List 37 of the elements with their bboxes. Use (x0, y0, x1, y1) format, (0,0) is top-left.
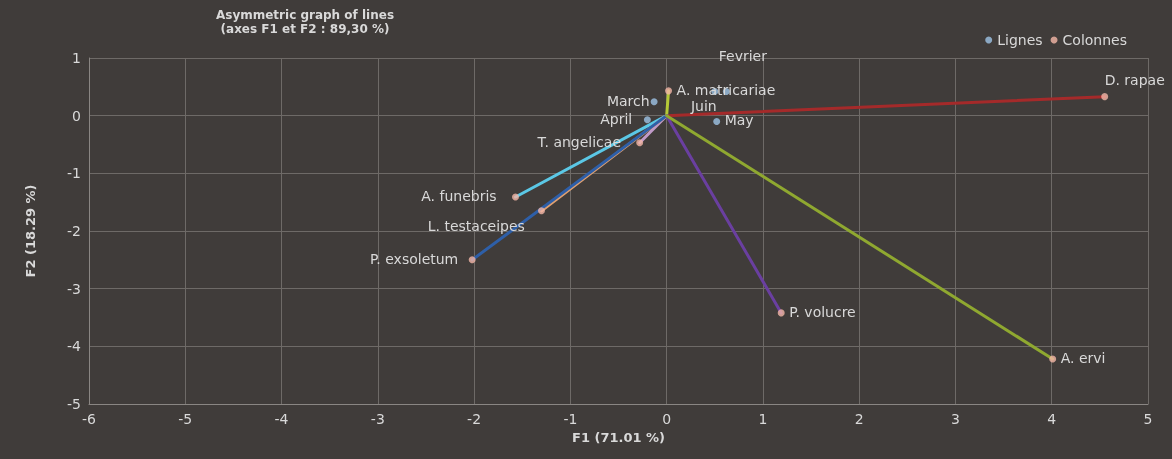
annotation: Juin (689, 98, 717, 115)
y-tick-label: -2 (67, 223, 81, 239)
x-tick-label: 5 (1143, 411, 1153, 427)
x-tick-label: -2 (467, 411, 482, 427)
annotation: A. matricariae (676, 81, 776, 98)
x-tick-label: -4 (274, 411, 289, 427)
annotation: Fevrier (718, 48, 768, 65)
chart-title: Asymmetric graph of lines (215, 8, 395, 22)
y-tick-label: -3 (67, 280, 81, 297)
annotation: A. ervi (1060, 350, 1106, 367)
annotation: A. funebris (421, 187, 497, 204)
annotation: P. exsoletum (370, 250, 459, 267)
x-tick-label: -5 (178, 411, 193, 427)
annotation: P. volucre (789, 303, 856, 320)
y-axis-title: F2 (18.29 %) (23, 184, 38, 278)
annotation: March (606, 92, 650, 109)
x-tick-label: 1 (758, 411, 768, 427)
x-tick-label: -6 (82, 411, 97, 427)
annotation: April (600, 110, 633, 127)
x-tick-label: 2 (854, 411, 864, 427)
chart-subtitle: (axes F1 et F2 : 89,30 %) (220, 22, 390, 36)
legend-label: Colonnes (1062, 32, 1127, 48)
y-tick-label: -5 (67, 396, 81, 412)
x-axis-title: F1 (71.01 %) (571, 429, 666, 445)
x-tick-label: 3 (950, 411, 960, 427)
y-tick-label: 1 (72, 50, 81, 66)
y-tick-label: 0 (72, 107, 81, 124)
legend-label: Lignes (997, 32, 1043, 48)
x-tick-label: 0 (662, 411, 672, 427)
annotation: D. rapae (1104, 71, 1165, 88)
annotation: T. angelicae (536, 133, 622, 150)
x-tick-label: -3 (370, 411, 385, 427)
y-tick-label: -4 (67, 338, 82, 355)
x-tick-label: -1 (563, 411, 578, 427)
annotation: May (724, 112, 754, 129)
x-tick-label: 4 (1047, 411, 1057, 427)
y-tick-label: -1 (67, 165, 81, 182)
